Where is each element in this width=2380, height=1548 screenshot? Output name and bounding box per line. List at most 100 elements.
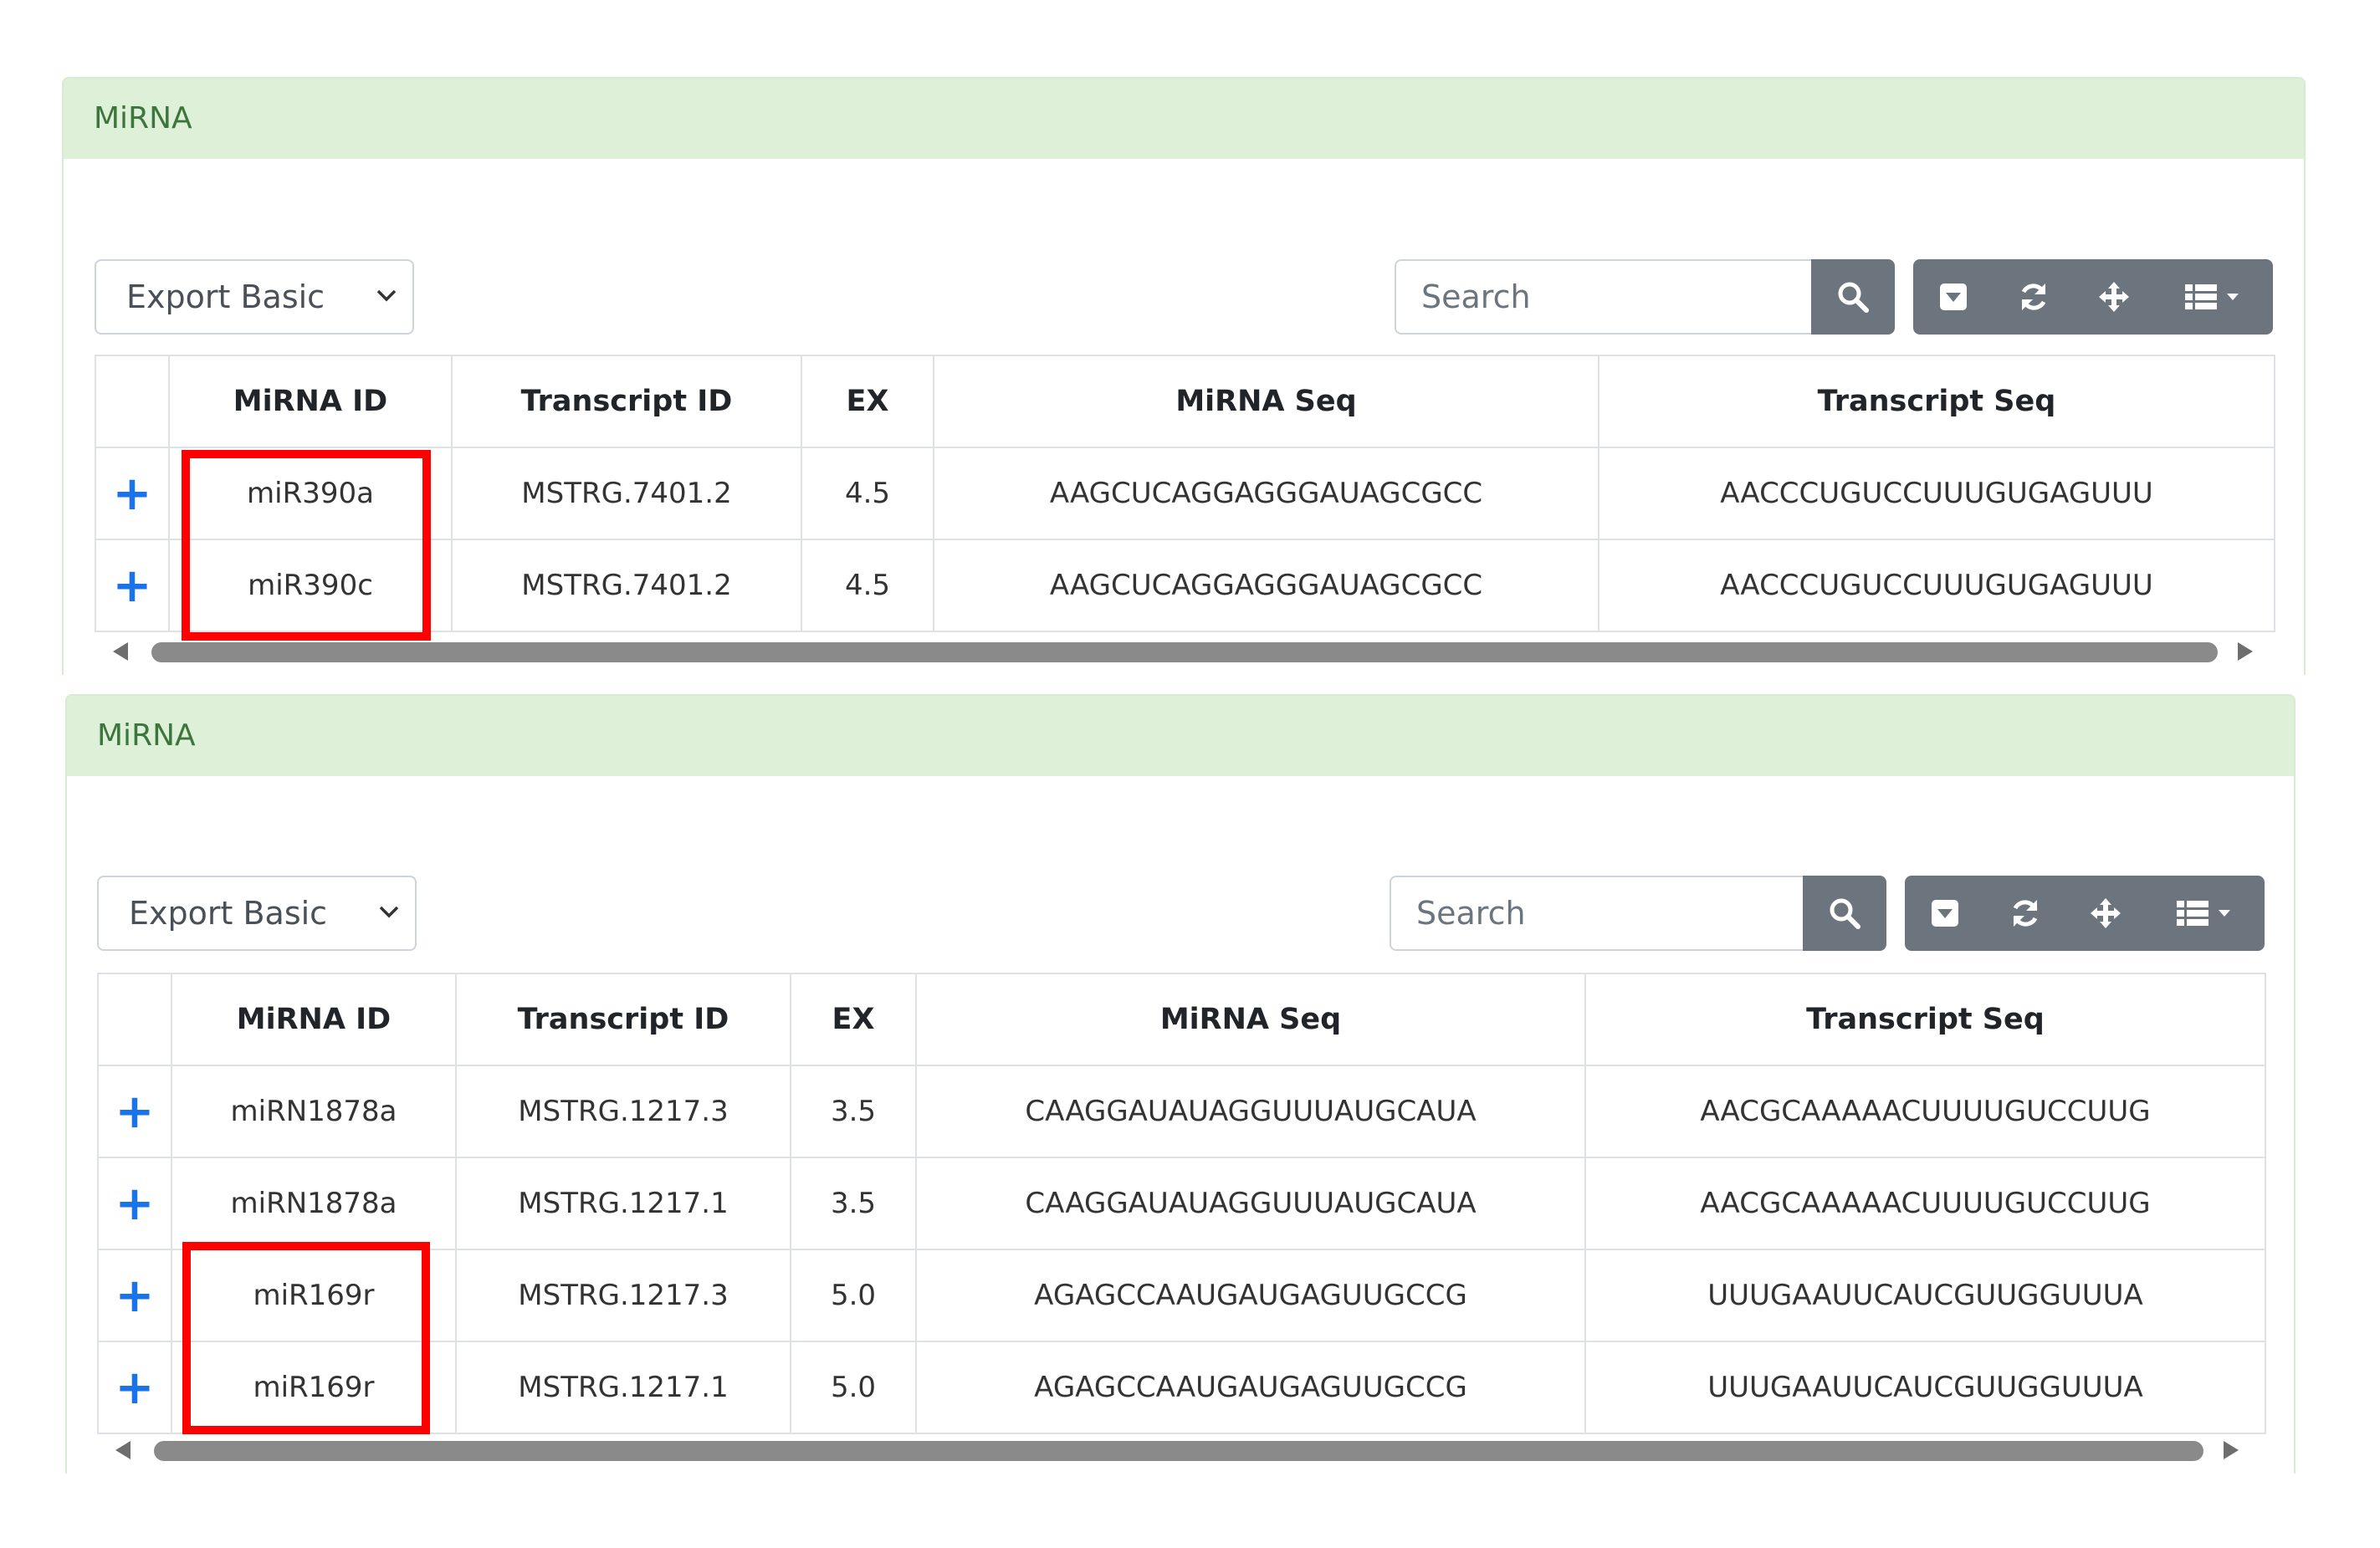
search-input[interactable]: Search bbox=[1395, 259, 1811, 335]
search-group: Search bbox=[1395, 259, 1895, 335]
toggle-view-button[interactable] bbox=[1905, 876, 1985, 951]
toolbar-button-group bbox=[1905, 876, 2265, 951]
mirna-seq-cell: AAGCUCAGGAGGGAUAGCGCC bbox=[933, 447, 1599, 540]
mirna-id-cell: miR390c bbox=[168, 539, 453, 632]
column-header[interactable]: EX bbox=[801, 355, 934, 448]
mirna-seq-cell: AAGCUCAGGAGGGAUAGCGCC bbox=[933, 539, 1599, 632]
scrollbar-thumb[interactable] bbox=[151, 642, 2218, 662]
refresh-button[interactable] bbox=[1994, 259, 2074, 335]
column-header[interactable]: MiRNA ID bbox=[168, 355, 453, 448]
search-placeholder: Search bbox=[1416, 895, 1526, 932]
scroll-right-arrow-icon[interactable] bbox=[2236, 641, 2255, 662]
transcript-id-cell: MSTRG.1217.3 bbox=[455, 1065, 791, 1158]
search-button[interactable] bbox=[1803, 876, 1886, 951]
transcript-id-cell: MSTRG.1217.1 bbox=[455, 1157, 791, 1250]
column-header[interactable]: Transcript Seq bbox=[1598, 355, 2275, 448]
mirna-id-cell: miRN1878a bbox=[171, 1065, 457, 1158]
fullscreen-button[interactable] bbox=[2074, 259, 2154, 335]
column-header[interactable]: Transcript ID bbox=[451, 355, 802, 448]
mirna-id-cell: miR169r bbox=[171, 1249, 457, 1342]
horizontal-scrollbar[interactable] bbox=[95, 634, 2274, 667]
table-row: + miRN1878a MSTRG.1217.3 3.5 CAAGGAUAUAG… bbox=[97, 1065, 2266, 1158]
transcript-id-cell: MSTRG.1217.1 bbox=[455, 1341, 791, 1434]
expand-column-header bbox=[95, 355, 170, 448]
fullscreen-button[interactable] bbox=[2065, 876, 2146, 951]
columns-dropdown-button[interactable] bbox=[2146, 876, 2263, 951]
ex-cell: 3.5 bbox=[790, 1065, 917, 1158]
caret-square-down-icon bbox=[1940, 284, 1967, 310]
horizontal-scrollbar[interactable] bbox=[97, 1433, 2265, 1466]
transcript-seq-cell: AACGCAAAAACUUUUGUCCUUG bbox=[1584, 1065, 2266, 1158]
column-header[interactable]: EX bbox=[790, 973, 917, 1066]
refresh-icon bbox=[2021, 284, 2046, 310]
mirna-table-2: MiRNA ID Transcript ID EX MiRNA Seq Tran… bbox=[97, 973, 2266, 1434]
search-group: Search bbox=[1390, 876, 1886, 951]
expand-row-icon[interactable]: + bbox=[97, 1065, 172, 1158]
export-basic-select[interactable]: Export Basic bbox=[97, 876, 417, 951]
expand-column-header bbox=[97, 973, 172, 1066]
scrollbar-thumb[interactable] bbox=[154, 1441, 2203, 1461]
search-input[interactable]: Search bbox=[1390, 876, 1803, 951]
transcript-id-cell: MSTRG.1217.3 bbox=[455, 1249, 791, 1342]
scroll-right-arrow-icon[interactable] bbox=[2222, 1439, 2240, 1461]
refresh-button[interactable] bbox=[1985, 876, 2065, 951]
ex-cell: 3.5 bbox=[790, 1157, 917, 1250]
expand-row-icon[interactable]: + bbox=[97, 1249, 172, 1342]
export-basic-select[interactable]: Export Basic bbox=[95, 259, 414, 335]
column-header[interactable]: Transcript ID bbox=[455, 973, 791, 1066]
table-row: + miR169r MSTRG.1217.1 5.0 AGAGCCAAUGAUG… bbox=[97, 1341, 2266, 1434]
mirna-id-cell: miR169r bbox=[171, 1341, 457, 1434]
column-header[interactable]: MiRNA Seq bbox=[915, 973, 1586, 1066]
mirna-seq-cell: AGAGCCAAUGAUGAGUUGCCG bbox=[915, 1249, 1586, 1342]
refresh-icon bbox=[2013, 900, 2038, 927]
ex-cell: 5.0 bbox=[790, 1249, 917, 1342]
search-placeholder: Search bbox=[1421, 278, 1531, 315]
scroll-left-arrow-icon[interactable] bbox=[114, 1439, 132, 1461]
mirna-seq-cell: CAAGGAUAUAGGUUUAUGCAUA bbox=[915, 1157, 1586, 1250]
expand-row-icon[interactable]: + bbox=[97, 1341, 172, 1434]
search-button[interactable] bbox=[1811, 259, 1895, 335]
mirna-id-cell: miRN1878a bbox=[171, 1157, 457, 1250]
mirna-seq-cell: CAAGGAUAUAGGUUUAUGCAUA bbox=[915, 1065, 1586, 1158]
table-row: + miR390a MSTRG.7401.2 4.5 AAGCUCAGGAGGG… bbox=[95, 447, 2275, 540]
chevron-down-icon bbox=[376, 289, 397, 302]
move-arrows-icon bbox=[2099, 282, 2129, 312]
list-columns-icon bbox=[2177, 901, 2230, 926]
transcript-seq-cell: UUUGAAUUCAUCGUUGGUUUA bbox=[1584, 1341, 2266, 1434]
ex-cell: 4.5 bbox=[801, 447, 934, 540]
ex-cell: 5.0 bbox=[790, 1341, 917, 1434]
toggle-view-button[interactable] bbox=[1913, 259, 1994, 335]
expand-row-icon[interactable]: + bbox=[95, 447, 170, 540]
list-columns-icon bbox=[2185, 284, 2239, 309]
mirna-table-1: MiRNA ID Transcript ID EX MiRNA Seq Tran… bbox=[95, 355, 2275, 632]
scroll-left-arrow-icon[interactable] bbox=[111, 641, 130, 662]
expand-row-icon[interactable]: + bbox=[95, 539, 170, 632]
expand-row-icon[interactable]: + bbox=[97, 1157, 172, 1250]
search-icon bbox=[1830, 898, 1860, 929]
table-header-row: MiRNA ID Transcript ID EX MiRNA Seq Tran… bbox=[95, 355, 2275, 448]
column-header[interactable]: MiRNA ID bbox=[171, 973, 457, 1066]
toolbar-button-group bbox=[1913, 259, 2273, 335]
transcript-seq-cell: UUUGAAUUCAUCGUUGGUUUA bbox=[1584, 1249, 2266, 1342]
panel-title: MiRNA bbox=[64, 79, 2304, 159]
table-row: + miR169r MSTRG.1217.3 5.0 AGAGCCAAUGAUG… bbox=[97, 1249, 2266, 1342]
mirna-seq-cell: AGAGCCAAUGAUGAGUUGCCG bbox=[915, 1341, 1586, 1434]
mirna-id-cell: miR390a bbox=[168, 447, 453, 540]
column-header[interactable]: MiRNA Seq bbox=[933, 355, 1599, 448]
column-header[interactable]: Transcript Seq bbox=[1584, 973, 2266, 1066]
table-row: + miRN1878a MSTRG.1217.1 3.5 CAAGGAUAUAG… bbox=[97, 1157, 2266, 1250]
table-row: + miR390c MSTRG.7401.2 4.5 AAGCUCAGGAGGG… bbox=[95, 539, 2275, 632]
transcript-id-cell: MSTRG.7401.2 bbox=[451, 539, 802, 632]
columns-dropdown-button[interactable] bbox=[2154, 259, 2271, 335]
chevron-down-icon bbox=[379, 906, 399, 918]
transcript-seq-cell: AACCCUGUCCUUUGUGAGUUU bbox=[1598, 539, 2275, 632]
transcript-seq-cell: AACCCUGUCCUUUGUGAGUUU bbox=[1598, 447, 2275, 540]
caret-square-down-icon bbox=[1932, 900, 1958, 927]
transcript-id-cell: MSTRG.7401.2 bbox=[451, 447, 802, 540]
ex-cell: 4.5 bbox=[801, 539, 934, 632]
panel-title: MiRNA bbox=[67, 696, 2294, 776]
export-select-label: Export Basic bbox=[129, 895, 328, 932]
move-arrows-icon bbox=[2091, 898, 2121, 928]
table-header-row: MiRNA ID Transcript ID EX MiRNA Seq Tran… bbox=[97, 973, 2266, 1066]
export-select-label: Export Basic bbox=[126, 278, 325, 315]
